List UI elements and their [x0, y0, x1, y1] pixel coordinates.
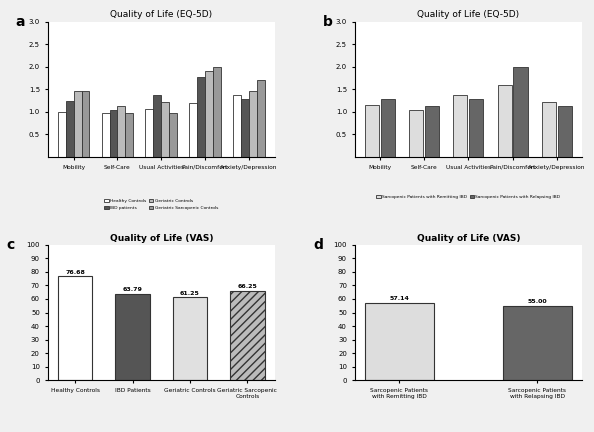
- Bar: [125, 113, 133, 157]
- Bar: [153, 95, 161, 157]
- Bar: [233, 95, 241, 157]
- Bar: [197, 76, 205, 157]
- Bar: [205, 71, 213, 157]
- Bar: [381, 99, 395, 157]
- Bar: [498, 85, 511, 157]
- Bar: [257, 80, 265, 157]
- Bar: [425, 106, 439, 157]
- Bar: [173, 297, 207, 380]
- Bar: [542, 102, 556, 157]
- Text: 57.14: 57.14: [390, 296, 409, 302]
- Bar: [241, 99, 249, 157]
- Bar: [189, 103, 197, 157]
- Bar: [102, 113, 109, 157]
- Text: 63.79: 63.79: [122, 287, 143, 292]
- Bar: [146, 108, 153, 157]
- Bar: [230, 290, 265, 380]
- Text: b: b: [323, 15, 333, 29]
- Bar: [58, 276, 92, 380]
- Text: c: c: [7, 238, 15, 252]
- Text: 55.00: 55.00: [527, 299, 547, 305]
- Title: Quality of Life (EQ-5D): Quality of Life (EQ-5D): [110, 10, 212, 19]
- Title: Quality of Life (EQ-5D): Quality of Life (EQ-5D): [418, 10, 519, 19]
- Text: d: d: [314, 238, 324, 252]
- Text: 66.25: 66.25: [238, 284, 257, 289]
- Text: a: a: [15, 15, 25, 29]
- Bar: [365, 303, 434, 380]
- Bar: [558, 106, 572, 157]
- Bar: [365, 105, 379, 157]
- Bar: [249, 91, 257, 157]
- Bar: [81, 91, 90, 157]
- Bar: [453, 95, 467, 157]
- Bar: [409, 110, 424, 157]
- Bar: [115, 294, 150, 380]
- Bar: [109, 110, 118, 157]
- Bar: [469, 99, 484, 157]
- Title: Quality of Life (VAS): Quality of Life (VAS): [109, 234, 213, 243]
- Text: 61.25: 61.25: [180, 291, 200, 296]
- Bar: [58, 112, 66, 157]
- Bar: [169, 113, 177, 157]
- Bar: [161, 102, 169, 157]
- Legend: Sarcopenic Patients with Remitting IBD, Sarcopenic Patients with Relapsing IBD: Sarcopenic Patients with Remitting IBD, …: [374, 193, 563, 201]
- Bar: [513, 67, 527, 157]
- Bar: [213, 67, 221, 157]
- Bar: [503, 306, 572, 380]
- Bar: [118, 106, 125, 157]
- Title: Quality of Life (VAS): Quality of Life (VAS): [416, 234, 520, 243]
- Text: 76.68: 76.68: [65, 270, 85, 275]
- Bar: [66, 101, 74, 157]
- Bar: [74, 91, 81, 157]
- Legend: Healthy Controls, IBD patients, Geriatric Controls, Geriatric Sarcopenic Control: Healthy Controls, IBD patients, Geriatri…: [103, 197, 220, 212]
